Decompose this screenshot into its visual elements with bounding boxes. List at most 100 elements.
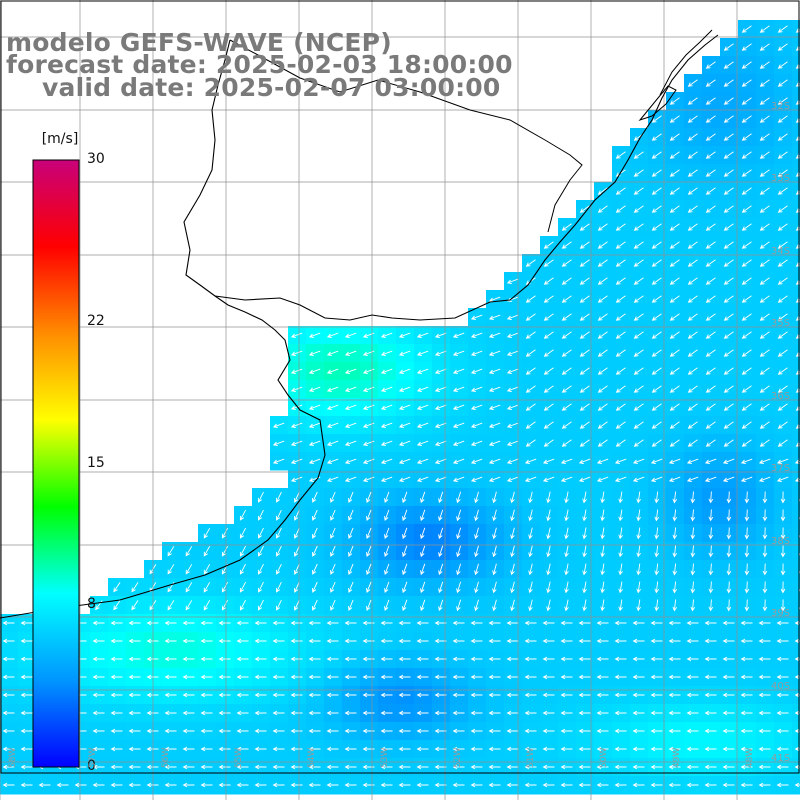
wind-arrow — [506, 458, 519, 464]
wind-arrow — [618, 527, 623, 540]
wind-arrow — [164, 728, 177, 734]
wind-arrow — [669, 403, 680, 411]
wind-arrow — [113, 582, 121, 593]
colorbar-tick-label: 30 — [87, 151, 105, 167]
wind-arrow — [506, 440, 519, 446]
wind-arrow — [254, 620, 267, 626]
wind-arrow — [777, 133, 788, 141]
wind-arrow — [362, 782, 375, 788]
wind-arrow — [578, 638, 591, 644]
wind-arrow — [330, 581, 336, 593]
wind-arrow — [543, 277, 554, 285]
wind-arrow — [633, 169, 644, 177]
wind-arrow — [524, 746, 537, 752]
wind-arrow — [182, 710, 195, 716]
wind-arrow — [398, 764, 411, 770]
speed-cell — [792, 416, 800, 435]
wind-arrow — [290, 638, 303, 644]
wind-arrow — [275, 509, 282, 521]
wind-arrow — [615, 403, 626, 411]
wind-arrow — [636, 509, 641, 522]
wind-arrow — [438, 599, 444, 612]
wind-arrow — [488, 746, 501, 752]
speed-cell — [792, 38, 800, 57]
wind-arrow — [759, 133, 770, 141]
wind-arrow — [777, 313, 788, 321]
wind-arrow — [330, 545, 336, 557]
wind-arrow — [582, 581, 587, 594]
wind-arrow — [744, 599, 750, 612]
wind-arrow — [416, 656, 429, 662]
wind-arrow — [506, 782, 519, 788]
wind-arrow — [452, 332, 465, 338]
wind-arrow — [597, 205, 608, 213]
wind-arrow — [416, 620, 429, 626]
wind-arrow — [510, 545, 515, 558]
wind-arrow — [668, 764, 681, 770]
wind-arrow — [434, 368, 447, 374]
wind-arrow — [614, 710, 627, 716]
speed-cell — [792, 470, 800, 489]
wind-arrow — [528, 545, 533, 558]
wind-arrow — [777, 403, 788, 411]
wind-arrow — [488, 458, 501, 464]
wind-arrow — [704, 746, 717, 752]
wind-arrow — [92, 746, 105, 752]
wind-arrow — [672, 545, 678, 558]
wind-arrow — [434, 440, 447, 446]
wind-arrow — [456, 509, 462, 522]
wind-arrow — [203, 527, 211, 539]
wind-arrow — [510, 599, 515, 612]
wind-arrow — [723, 115, 734, 123]
wind-arrow — [330, 563, 336, 575]
wind-arrow — [578, 746, 591, 752]
wind-arrow — [668, 638, 681, 644]
wind-arrow — [722, 620, 735, 626]
wind-arrow — [470, 458, 483, 464]
wind-arrow — [687, 331, 698, 339]
wind-arrow — [524, 674, 537, 680]
wind-arrow — [492, 527, 497, 540]
wind-arrow — [290, 692, 303, 698]
wind-arrow — [308, 422, 321, 428]
wind-arrow — [74, 782, 87, 788]
wind-arrow — [759, 313, 770, 321]
wind-arrow — [344, 746, 357, 752]
wind-arrow — [326, 638, 339, 644]
wind-arrow — [741, 385, 752, 393]
wind-arrow — [578, 656, 591, 662]
wind-arrow — [221, 527, 228, 539]
wind-arrow — [434, 476, 447, 482]
longitude-label: 52W — [453, 747, 463, 768]
wind-arrow — [744, 581, 750, 594]
wind-arrow — [510, 491, 515, 504]
wind-arrow — [456, 545, 462, 558]
wind-arrow — [128, 674, 141, 680]
wind-arrow — [777, 205, 788, 213]
wind-arrow — [704, 656, 717, 662]
wind-arrow — [614, 728, 627, 734]
wind-arrow — [669, 385, 680, 393]
wind-arrow — [614, 674, 627, 680]
wind-arrow — [380, 656, 393, 662]
wind-arrow — [272, 656, 285, 662]
wind-arrow — [561, 277, 572, 285]
wind-arrow — [615, 205, 626, 213]
wind-arrow — [492, 563, 497, 576]
wind-arrow — [326, 350, 339, 356]
wind-arrow — [546, 581, 551, 594]
wind-arrow — [344, 728, 357, 734]
wind-arrow — [740, 620, 753, 626]
longitude-label: 51W — [526, 747, 536, 768]
wind-arrow — [92, 638, 105, 644]
wind-arrow — [672, 527, 678, 540]
colorbar-unit: [m/s] — [41, 131, 79, 147]
wind-arrow — [650, 620, 663, 626]
wind-arrow — [651, 151, 662, 159]
wind-arrow — [560, 458, 573, 464]
wind-arrow — [384, 581, 390, 593]
wind-arrow — [275, 563, 282, 575]
wind-arrow — [525, 313, 536, 321]
wind-arrow — [741, 115, 752, 123]
wind-arrow — [384, 599, 390, 611]
